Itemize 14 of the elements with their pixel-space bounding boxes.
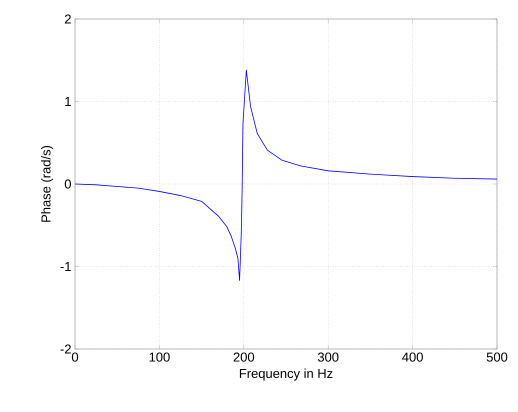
y-tick-label: 1 (65, 97, 71, 106)
x-tick-label: 400 (402, 352, 423, 362)
y-tick-label: 2 (64, 14, 71, 24)
x-axis-title: Frequency in Hz (240, 368, 332, 381)
x-tick-label: 200 (234, 352, 254, 362)
x-tick-label: 0 (72, 352, 78, 362)
x-tick-label: 100 (150, 352, 170, 362)
y-axis-title: Phase (rad/s) (41, 146, 54, 222)
x-tick-label: 300 (318, 352, 338, 362)
y-tick-label: -1 (60, 262, 71, 271)
y-tick-label: 0 (64, 179, 71, 189)
line-series (75, 70, 497, 281)
x-tick-label: 500 (486, 352, 508, 362)
y-tick-label: -2 (60, 344, 71, 354)
